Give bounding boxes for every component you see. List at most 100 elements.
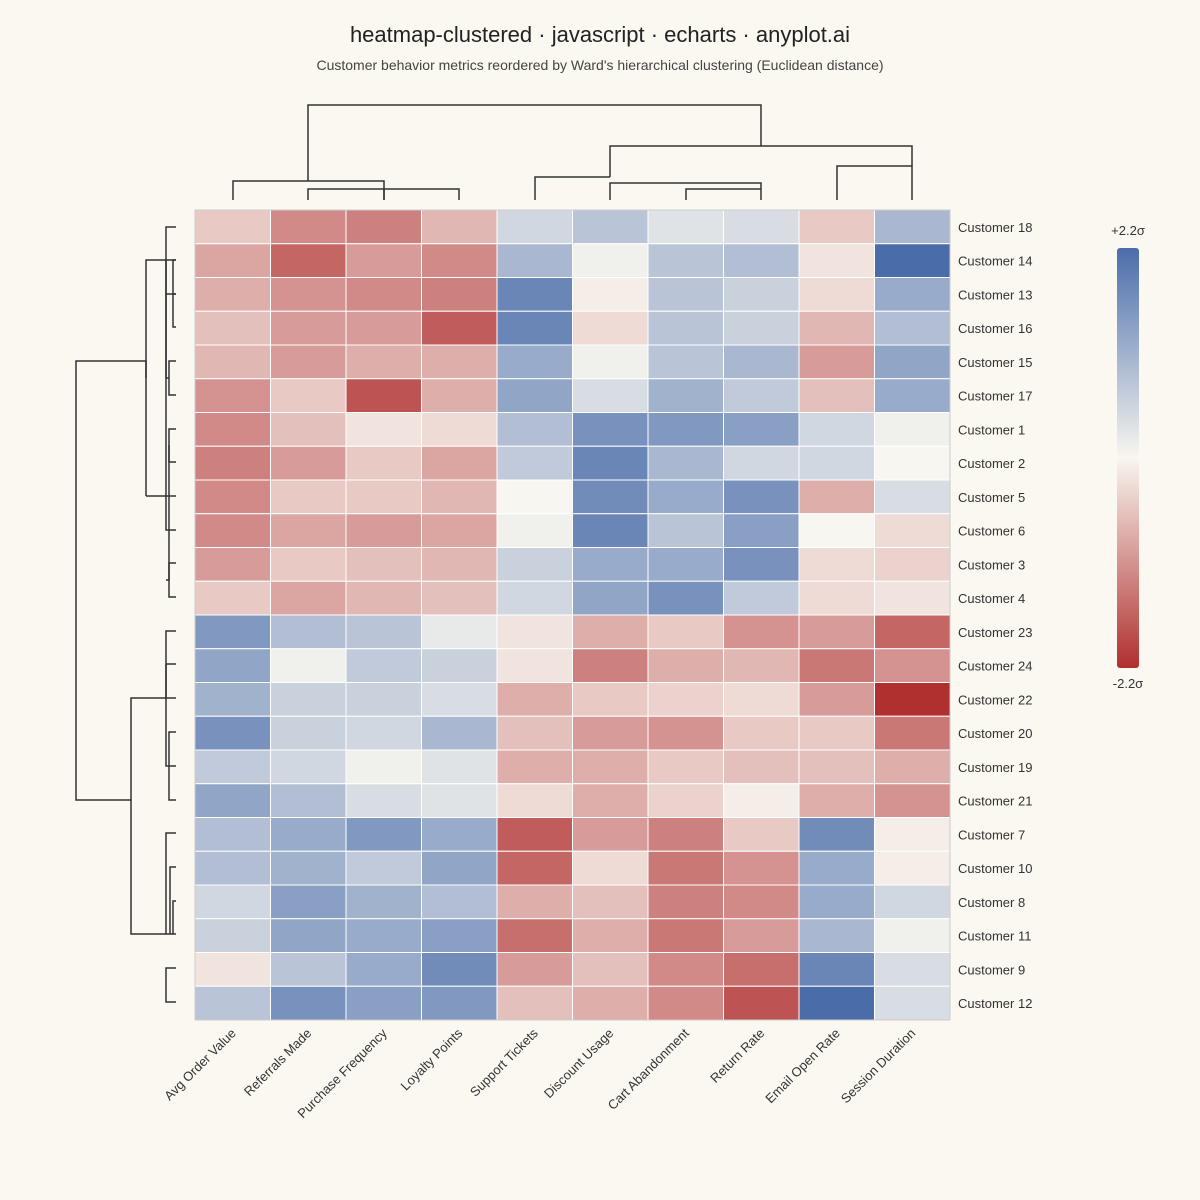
heatmap-cell bbox=[345, 243, 422, 278]
heatmap-cell bbox=[723, 952, 800, 987]
heatmap-cell bbox=[194, 783, 271, 818]
heatmap-cell bbox=[421, 817, 498, 852]
heatmap-cell bbox=[345, 850, 422, 886]
heatmap-cell bbox=[496, 850, 573, 886]
row-label: Customer 4 bbox=[958, 591, 1025, 606]
heatmap-cell bbox=[647, 479, 724, 515]
chart-subtitle: Customer behavior metrics reordered by W… bbox=[316, 57, 884, 73]
heatmap-cell bbox=[798, 648, 875, 683]
heatmap-cell bbox=[496, 715, 573, 751]
row-label: Customer 14 bbox=[958, 254, 1032, 269]
heatmap-cell bbox=[874, 952, 951, 987]
heatmap-cell bbox=[421, 648, 498, 683]
heatmap-cell bbox=[647, 952, 724, 987]
heatmap-cell bbox=[496, 817, 573, 852]
heatmap-cell bbox=[798, 884, 875, 920]
heatmap-cell bbox=[345, 310, 422, 346]
heatmap-cell bbox=[874, 344, 951, 380]
heatmap-cell bbox=[647, 850, 724, 886]
heatmap-cell bbox=[572, 985, 649, 1021]
heatmap-cell bbox=[874, 378, 951, 413]
heatmap-cell bbox=[194, 412, 271, 447]
heatmap-cell bbox=[496, 243, 573, 278]
heatmap-cell bbox=[723, 513, 800, 548]
heatmap-cell bbox=[496, 918, 573, 953]
heatmap-cell bbox=[647, 614, 724, 650]
row-dendrogram bbox=[75, 226, 176, 1003]
heatmap-cell bbox=[572, 648, 649, 683]
heatmap-cell bbox=[345, 783, 422, 818]
heatmap-cell bbox=[874, 817, 951, 852]
heatmap-cell bbox=[572, 209, 649, 245]
heatmap-cell bbox=[572, 850, 649, 886]
heatmap-cell bbox=[421, 243, 498, 278]
heatmap-cell bbox=[345, 209, 422, 245]
heatmap-cell bbox=[874, 243, 951, 278]
heatmap-cell bbox=[798, 209, 875, 245]
heatmap-cell bbox=[496, 277, 573, 312]
heatmap-cell bbox=[798, 277, 875, 312]
heatmap-cell bbox=[647, 445, 724, 481]
heatmap-cell bbox=[194, 648, 271, 683]
heatmap-cell bbox=[798, 817, 875, 852]
heatmap-cell bbox=[270, 749, 347, 785]
heatmap-cell bbox=[345, 445, 422, 481]
heatmap-cell bbox=[496, 985, 573, 1021]
heatmap-cell bbox=[270, 243, 347, 278]
heatmap-cell bbox=[194, 277, 271, 312]
heatmap-cell bbox=[421, 479, 498, 515]
heatmap-cell bbox=[798, 715, 875, 751]
heatmap-cell bbox=[194, 952, 271, 987]
heatmap-cell bbox=[647, 547, 724, 582]
heatmap-cell bbox=[345, 378, 422, 413]
heatmap-cell bbox=[647, 243, 724, 278]
heatmap-cell bbox=[572, 682, 649, 717]
column-label: Cart Abandonment bbox=[605, 1025, 693, 1113]
heatmap-cell bbox=[647, 513, 724, 548]
heatmap-cell bbox=[496, 209, 573, 245]
heatmap-cell bbox=[496, 445, 573, 481]
heatmap-cell bbox=[874, 580, 951, 616]
heatmap-cell bbox=[194, 715, 271, 751]
heatmap-cell bbox=[874, 884, 951, 920]
heatmap-cell bbox=[345, 884, 422, 920]
heatmap-cell bbox=[798, 344, 875, 380]
heatmap-cell bbox=[194, 580, 271, 616]
colorbar-max-label: +2.2σ bbox=[1111, 223, 1145, 238]
colorbar bbox=[1117, 248, 1139, 668]
heatmap-cell bbox=[723, 985, 800, 1021]
heatmap-cell bbox=[421, 310, 498, 346]
heatmap-cell bbox=[572, 479, 649, 515]
heatmap-cell bbox=[345, 412, 422, 447]
heatmap-cell bbox=[345, 580, 422, 616]
heatmap-cell bbox=[496, 749, 573, 785]
heatmap-frame bbox=[194, 209, 951, 1021]
heatmap-cell bbox=[874, 209, 951, 245]
column-dendrogram bbox=[232, 104, 913, 200]
heatmap-cell bbox=[798, 749, 875, 785]
heatmap-cell bbox=[572, 580, 649, 616]
heatmap-cell bbox=[723, 850, 800, 886]
heatmap-cell bbox=[421, 884, 498, 920]
heatmap-cell bbox=[496, 580, 573, 616]
heatmap-cell bbox=[572, 884, 649, 920]
heatmap-cell bbox=[647, 310, 724, 346]
heatmap-cell bbox=[496, 783, 573, 818]
heatmap-cell bbox=[723, 277, 800, 312]
heatmap-cell bbox=[798, 918, 875, 953]
heatmap-cell bbox=[874, 985, 951, 1021]
heatmap-cell bbox=[194, 445, 271, 481]
row-label: Customer 7 bbox=[958, 827, 1025, 842]
heatmap-cell bbox=[572, 243, 649, 278]
heatmap-cell bbox=[421, 850, 498, 886]
heatmap-cell bbox=[421, 547, 498, 582]
heatmap-cell bbox=[194, 614, 271, 650]
heatmap-cell bbox=[270, 378, 347, 413]
heatmap-cell bbox=[194, 918, 271, 953]
heatmap-cell bbox=[194, 682, 271, 717]
heatmap-cell bbox=[345, 513, 422, 548]
heatmap-cell bbox=[345, 749, 422, 785]
row-label: Customer 13 bbox=[958, 287, 1032, 302]
column-label: Referrals Made bbox=[241, 1026, 314, 1099]
heatmap-cell bbox=[798, 378, 875, 413]
